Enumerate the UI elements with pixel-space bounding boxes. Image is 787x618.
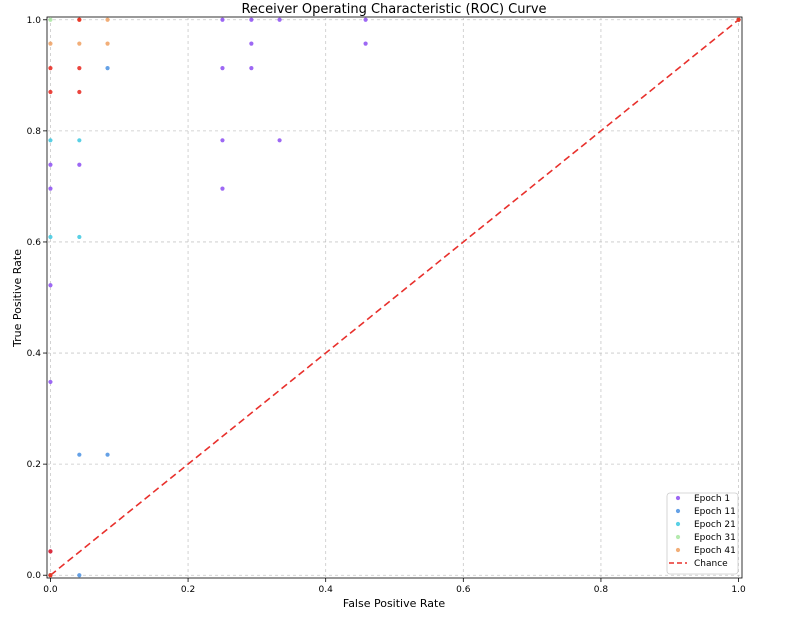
data-point xyxy=(48,186,53,191)
data-point xyxy=(77,17,82,22)
data-point xyxy=(48,379,53,385)
legend-label: Epoch 41 xyxy=(694,546,736,556)
data-point xyxy=(105,17,110,22)
legend: Epoch 1 Epoch 11 Epoch 21 Epoch 31 Epoch 41 C… xyxy=(666,492,739,575)
data-point xyxy=(220,17,225,22)
chance-line xyxy=(49,19,740,576)
legend-marker xyxy=(675,521,681,527)
data-point xyxy=(249,41,254,46)
data-point xyxy=(277,138,282,143)
data-point xyxy=(363,41,368,46)
axis-ticks: 0.0 0.2 0.4 0.6 0.8 1.0 0.0 0.2 0.4 0.6 0.8 1.0 xyxy=(27,16,746,595)
x-axis-label: False Positive Rate xyxy=(343,597,445,610)
legend-label: Epoch 1 xyxy=(694,494,730,504)
data-point xyxy=(105,66,110,71)
legend-marker xyxy=(675,508,681,514)
grid xyxy=(47,17,742,578)
data-point xyxy=(48,573,53,578)
data-point xyxy=(249,17,254,22)
chart-title: Receiver Operating Characteristic (ROC) … xyxy=(241,2,546,17)
legend-label: Epoch 21 xyxy=(694,520,736,530)
chance-line-group xyxy=(49,19,740,576)
data-point xyxy=(77,162,82,167)
series-unlabeled xyxy=(48,17,741,578)
y-tick-label: 1.0 xyxy=(27,16,42,26)
data-point xyxy=(105,41,110,46)
data-point xyxy=(736,17,741,22)
data-point xyxy=(277,17,282,22)
x-tick-label: 0.8 xyxy=(594,585,609,595)
data-point xyxy=(105,452,110,457)
x-tick-label: 0.4 xyxy=(319,585,334,595)
data-point xyxy=(220,186,225,191)
data-point xyxy=(48,138,53,143)
data-point xyxy=(48,162,53,167)
data-point xyxy=(220,138,225,143)
data-point xyxy=(77,138,82,143)
data-point xyxy=(77,66,82,71)
y-tick-label: 0.6 xyxy=(27,238,42,248)
data-point xyxy=(77,573,82,578)
x-tick-label: 0.0 xyxy=(43,585,58,595)
data-point xyxy=(77,41,82,46)
legend-marker xyxy=(675,547,681,553)
y-tick-label: 0.8 xyxy=(27,127,42,137)
y-tick-label: 0.2 xyxy=(27,460,41,470)
data-point xyxy=(77,234,82,240)
data-point xyxy=(77,452,82,457)
data-point xyxy=(363,17,368,22)
x-tick-label: 0.6 xyxy=(456,585,471,595)
legend-label: Epoch 11 xyxy=(694,507,736,517)
data-point xyxy=(48,89,53,95)
legend-label: Epoch 31 xyxy=(694,533,736,543)
data-point xyxy=(48,549,53,554)
data-point xyxy=(48,66,53,71)
y-tick-label: 0.0 xyxy=(27,571,42,581)
data-point xyxy=(48,234,53,240)
data-point xyxy=(77,89,82,95)
data-point xyxy=(249,66,254,71)
y-tick-label: 0.4 xyxy=(27,349,42,359)
x-tick-label: 1.0 xyxy=(731,585,746,595)
legend-box xyxy=(666,492,739,575)
data-points xyxy=(48,17,741,578)
data-point xyxy=(220,66,225,71)
data-point xyxy=(48,41,53,46)
y-axis-label: True Positive Rate xyxy=(11,249,24,348)
x-tick-label: 0.2 xyxy=(181,585,195,595)
legend-marker xyxy=(675,495,681,501)
legend-marker xyxy=(675,534,681,540)
legend-label-chance: Chance xyxy=(694,559,728,569)
data-point xyxy=(48,283,53,288)
data-point xyxy=(48,17,53,22)
